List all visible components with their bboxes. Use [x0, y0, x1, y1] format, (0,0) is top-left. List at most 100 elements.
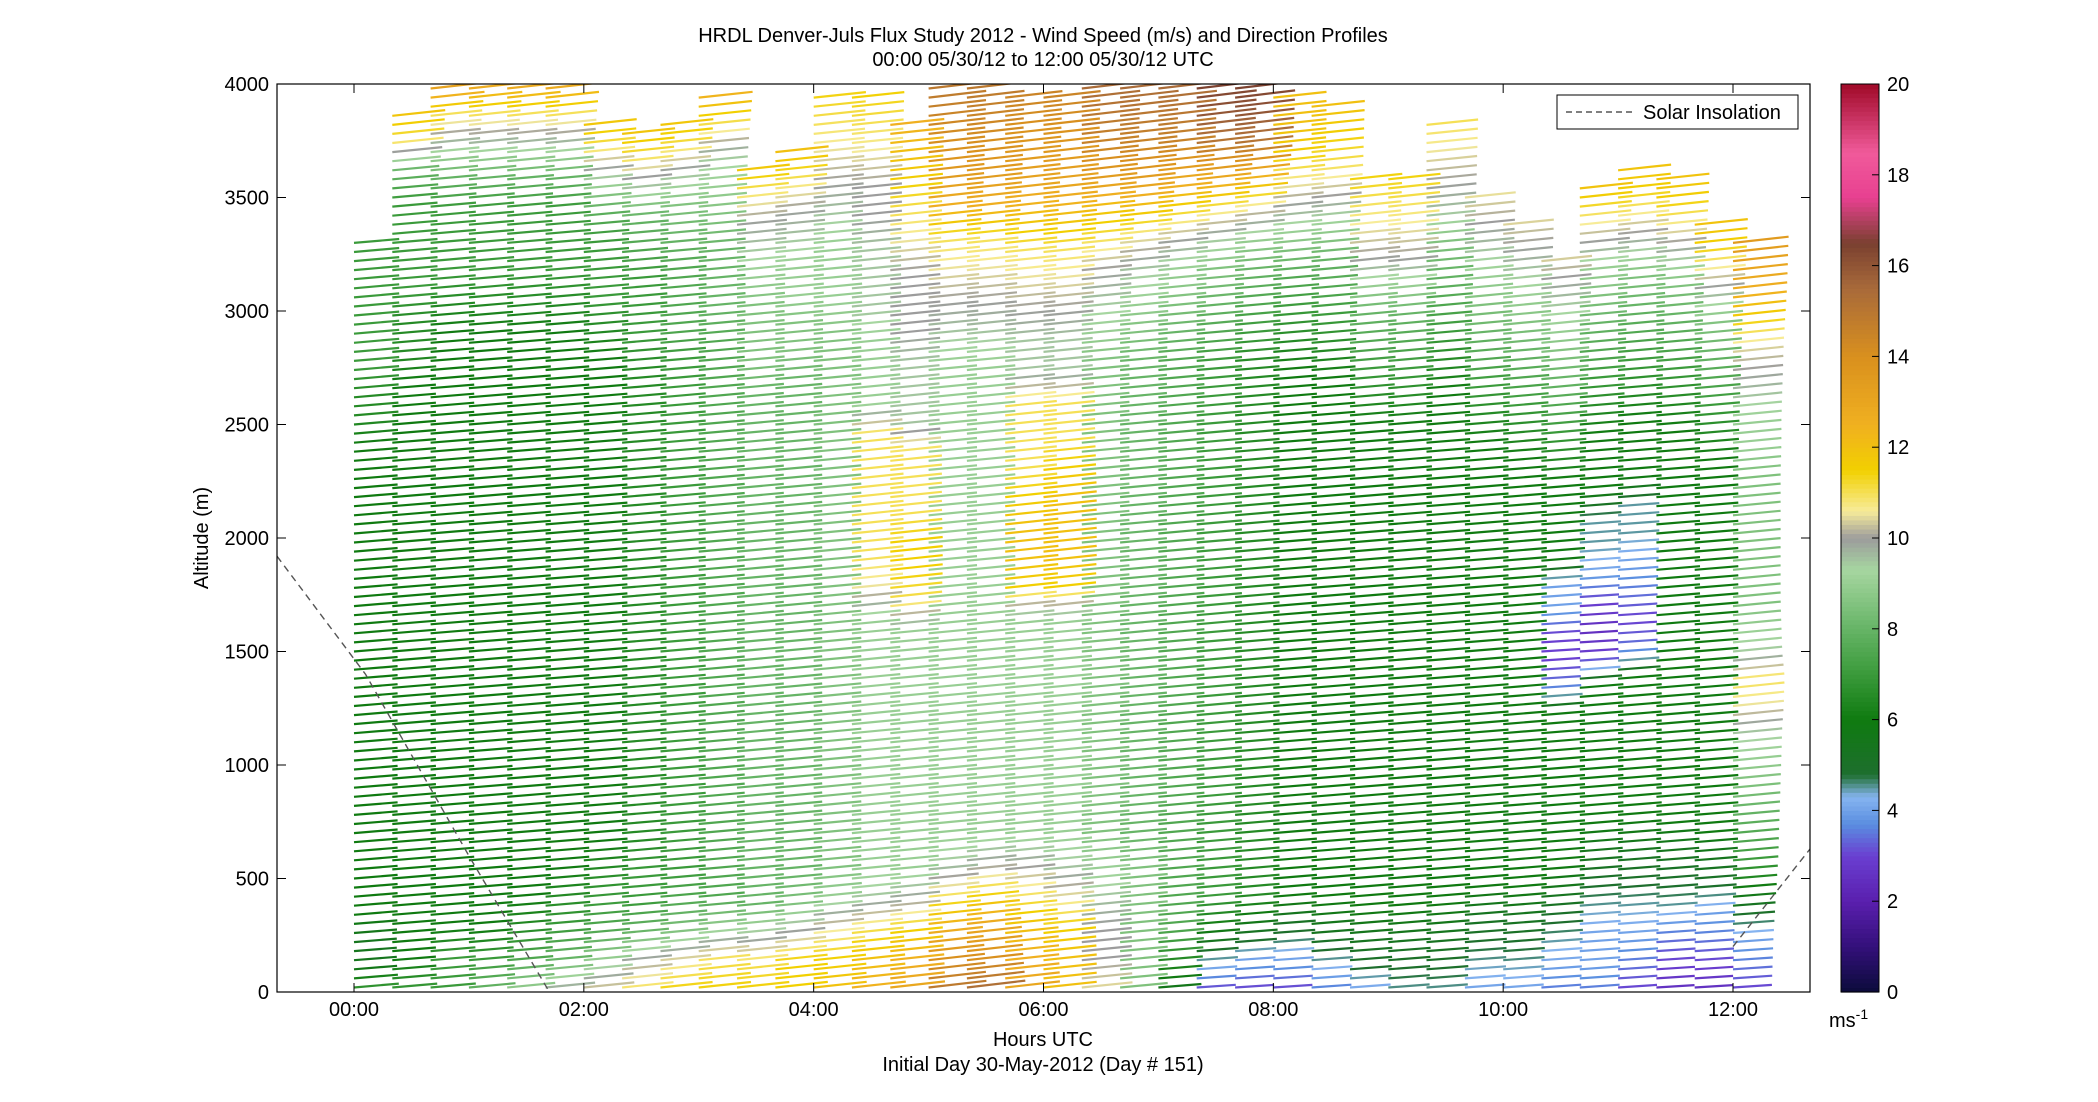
- wind-barb: [1235, 692, 1280, 698]
- wind-barb: [468, 792, 513, 798]
- wind-barb: [890, 609, 941, 617]
- wind-barb: [890, 136, 944, 145]
- wind-barb: [851, 682, 901, 689]
- wind-barb: [1196, 510, 1242, 517]
- colorbar-band: [1841, 842, 1879, 848]
- wind-barb: [813, 664, 862, 671]
- wind-barb: [851, 935, 905, 944]
- wind-barb: [622, 755, 667, 762]
- wind-barb: [736, 891, 784, 898]
- wind-barb: [392, 556, 436, 562]
- wind-barb: [430, 882, 475, 889]
- wind-profile-11: [775, 145, 829, 989]
- wind-barb: [1196, 107, 1257, 117]
- colorbar-band: [1841, 174, 1879, 180]
- wind-barb: [1119, 391, 1168, 399]
- wind-barb: [775, 827, 823, 835]
- wind-barb: [890, 590, 943, 599]
- wind-barb: [545, 810, 590, 816]
- wind-barb: [966, 254, 1019, 263]
- wind-barb: [813, 636, 862, 644]
- wind-barb: [1043, 499, 1097, 508]
- wind-barb: [851, 227, 902, 235]
- wind-barb: [392, 683, 436, 689]
- wind-barb: [851, 517, 904, 526]
- wind-barb: [736, 936, 787, 944]
- wind-barb: [775, 573, 823, 580]
- wind-barb: [1158, 310, 1206, 317]
- wind-barb: [851, 127, 904, 135]
- wind-barb: [583, 483, 628, 490]
- wind-barb: [736, 555, 784, 562]
- wind-barb: [1043, 718, 1093, 726]
- wind-barb: [1426, 273, 1474, 281]
- wind-barb: [1349, 282, 1399, 290]
- wind-barb: [1043, 881, 1094, 889]
- wind-barb: [851, 481, 904, 490]
- wind-barb: [966, 943, 1023, 953]
- wind-barb: [928, 925, 984, 935]
- wind-barb: [545, 329, 590, 335]
- wind-barb: [1388, 465, 1432, 471]
- wind-barb: [583, 945, 632, 953]
- wind-barb: [813, 745, 862, 753]
- wind-barb: [660, 619, 706, 626]
- wind-barb: [430, 737, 475, 744]
- wind-barb: [1081, 218, 1135, 226]
- wind-barb: [890, 227, 942, 235]
- wind-barb: [698, 837, 745, 844]
- wind-barb: [622, 455, 667, 462]
- wind-barb: [1119, 382, 1168, 390]
- wind-barb: [1158, 891, 1205, 898]
- wind-barb: [698, 118, 751, 126]
- wind-barb: [1158, 691, 1205, 698]
- wind-barb: [851, 563, 904, 571]
- wind-barb: [660, 319, 707, 326]
- wind-barb: [851, 100, 905, 108]
- wind-barb: [1349, 946, 1393, 953]
- wind-barb: [1043, 572, 1097, 580]
- wind-barb: [1234, 228, 1285, 235]
- wind-barb: [1426, 465, 1471, 471]
- wind-barb: [851, 282, 902, 290]
- wind-barb: [468, 610, 513, 617]
- wind-barb: [1005, 673, 1054, 680]
- wind-barb: [660, 246, 707, 254]
- wind-barb: [392, 328, 437, 335]
- wind-barb: [507, 383, 551, 390]
- wind-barb: [966, 162, 1023, 172]
- wind-barb: [392, 946, 436, 953]
- wind-barb: [813, 145, 865, 154]
- wind-barb: [1311, 510, 1356, 517]
- wind-barb: [966, 309, 1017, 317]
- wind-barb: [1119, 972, 1168, 980]
- wind-barb: [1235, 483, 1280, 490]
- wind-barb: [1426, 556, 1471, 562]
- wind-barb: [1043, 373, 1094, 381]
- wind-barb: [736, 962, 789, 971]
- wind-barb: [1043, 490, 1097, 499]
- wind-barb: [392, 565, 436, 571]
- wind-barb: [851, 917, 904, 925]
- wind-barb: [775, 664, 823, 671]
- wind-barb: [736, 618, 784, 626]
- colorbar-band: [1841, 306, 1879, 312]
- wind-barb: [583, 456, 628, 462]
- wind-barb: [1119, 791, 1168, 798]
- wind-barb: [1081, 627, 1130, 635]
- wind-barb: [1349, 855, 1394, 862]
- wind-barb: [353, 728, 398, 735]
- wind-barb: [392, 246, 438, 254]
- wind-barb: [1158, 501, 1205, 508]
- wind-barb: [1349, 601, 1394, 608]
- wind-barb: [430, 773, 475, 780]
- wind-barb: [966, 181, 1023, 190]
- wind-barb: [736, 300, 785, 308]
- wind-barb: [1196, 855, 1242, 862]
- wind-barb: [468, 537, 513, 544]
- wind-barb: [736, 818, 784, 826]
- wind-barb: [392, 855, 436, 862]
- wind-barb: [1196, 365, 1242, 372]
- wind-barb: [1119, 464, 1168, 471]
- wind-barb: [928, 745, 978, 753]
